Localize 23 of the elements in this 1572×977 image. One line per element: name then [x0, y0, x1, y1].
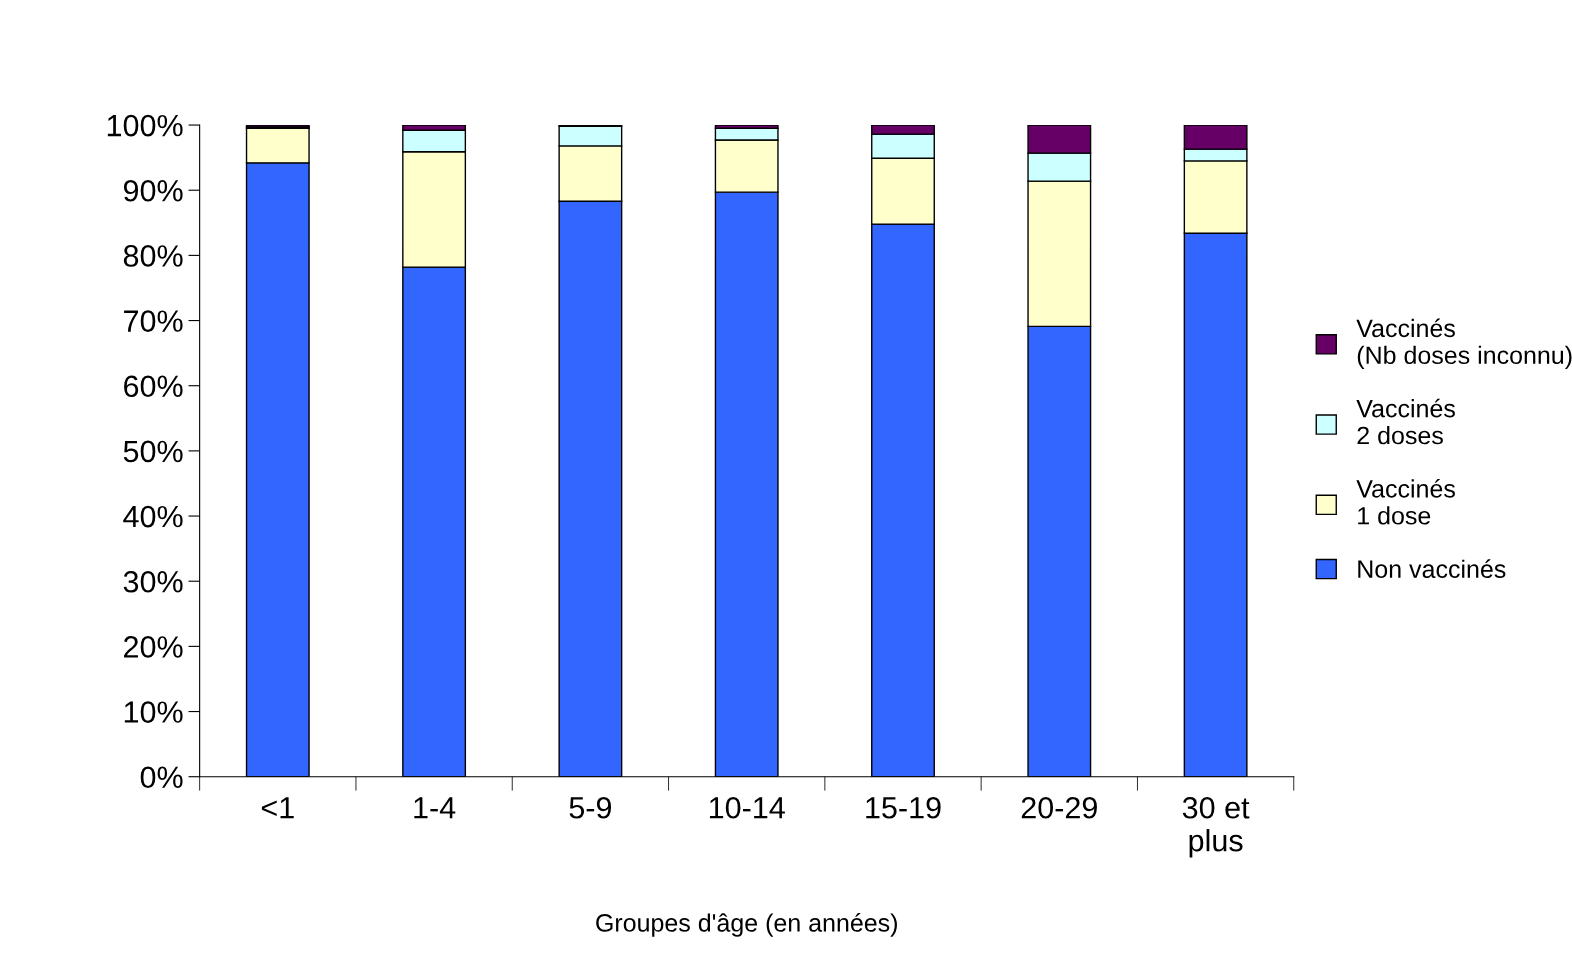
x-tick-label: 1-4	[414, 797, 456, 819]
y-tick-label: 100%	[107, 114, 183, 137]
legend-label: Vaccinés 2 doses	[1356, 398, 1455, 445]
y-tick-label: 0%	[140, 766, 183, 789]
x-tick-label: <1	[261, 797, 294, 819]
x-tick-label: 5-9	[569, 796, 612, 819]
y-tick-label: 80%	[123, 245, 183, 267]
y-tick-label: 20%	[124, 636, 183, 658]
y-tick-label: 30%	[123, 570, 183, 593]
legend-label: Vaccinés (Nb doses inconnu)	[1356, 318, 1572, 370]
y-tick-label: 10%	[124, 701, 183, 723]
x-tick-label: 10-14	[709, 796, 785, 819]
y-tick-label: 90%	[123, 179, 183, 202]
x-tick-label: 20-29	[1021, 796, 1097, 819]
x-axis-title: Groupes d'âge (en années)	[596, 913, 897, 937]
y-tick-label: 70%	[124, 310, 183, 332]
y-tick-label: 50%	[123, 440, 183, 463]
x-tick-label: 15-19	[866, 796, 941, 819]
y-tick-label: 60%	[124, 375, 183, 398]
legend-label: Vaccinés 1 dose	[1356, 478, 1455, 525]
y-tick-label: 40%	[123, 505, 183, 528]
legend-label: Non vaccinés	[1358, 559, 1506, 579]
x-tick-label: 30 et plus	[1182, 796, 1250, 858]
